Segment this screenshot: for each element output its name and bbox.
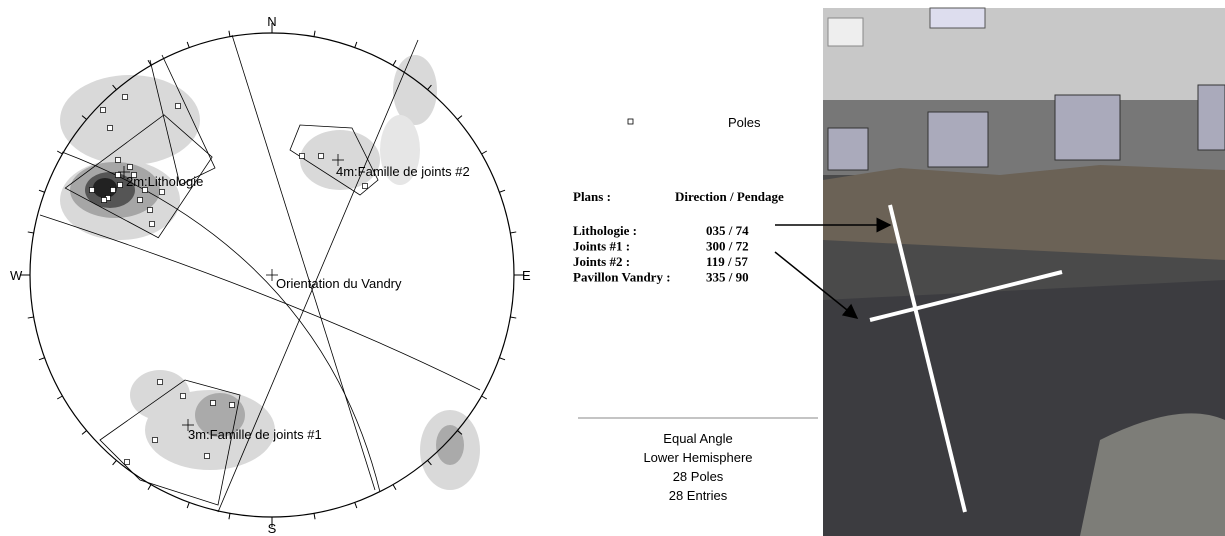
tick [481, 150, 488, 155]
legend-header: Plans : [573, 189, 611, 204]
tick [228, 30, 231, 37]
pole [147, 207, 153, 213]
pole [115, 157, 121, 163]
pole [122, 94, 128, 100]
tick [56, 395, 63, 400]
pole [159, 189, 165, 195]
tick [457, 430, 463, 435]
pole [89, 187, 95, 193]
tick [510, 316, 517, 319]
plane-label: Orientation du Vandry [276, 276, 402, 291]
legend-label: Poles [728, 115, 761, 130]
tick [313, 513, 316, 520]
tick [112, 84, 117, 90]
pole [149, 221, 155, 227]
legend-row-label: Pavillon Vandry : [573, 270, 671, 285]
compass-e: E [522, 268, 531, 283]
tick [38, 357, 45, 361]
poles [89, 94, 368, 465]
pole [229, 402, 235, 408]
legend-row-value: 300 / 72 [706, 239, 749, 254]
tick [186, 41, 190, 48]
pole [117, 182, 123, 188]
pole [110, 187, 116, 193]
compass-n: N [267, 14, 276, 29]
tick [81, 430, 87, 435]
pole [131, 172, 137, 178]
plane-label: 3m:Famille de joints #1 [188, 427, 322, 442]
tick [81, 115, 87, 120]
legend-row-label: Lithologie : [573, 223, 637, 238]
pole [107, 125, 113, 131]
tick [313, 30, 316, 37]
pole [127, 164, 133, 170]
footer-line: Lower Hemisphere [643, 450, 752, 465]
tick [38, 189, 45, 193]
tick [354, 502, 358, 509]
tick [112, 460, 117, 466]
legend-row-label: Joints #1 : [573, 239, 630, 254]
plane-label: 4m:Famille de joints #2 [336, 164, 470, 179]
tick [392, 484, 397, 491]
pole [210, 400, 216, 406]
photo [823, 7, 1225, 536]
pole [115, 172, 121, 178]
tick [27, 316, 34, 319]
footer-line: 28 Entries [669, 488, 728, 503]
tick [228, 513, 231, 520]
tick [427, 84, 432, 90]
legend-row-value: 035 / 74 [706, 223, 749, 238]
ticks [20, 23, 524, 527]
pole [142, 187, 148, 193]
tick [499, 189, 506, 193]
tick [56, 150, 63, 155]
tick [186, 502, 190, 509]
tick [147, 484, 152, 491]
tick [354, 41, 358, 48]
pole [137, 197, 143, 203]
arrow [774, 251, 859, 319]
legend-row-label: Joints #2 : [573, 254, 630, 269]
tick [499, 357, 506, 361]
pole [101, 197, 107, 203]
pole [362, 183, 368, 189]
pole [180, 393, 186, 399]
tick [27, 231, 34, 234]
tick [147, 59, 152, 66]
pole [299, 153, 305, 159]
tick [427, 460, 432, 466]
compass-s: S [268, 521, 277, 536]
pole [157, 379, 163, 385]
tick [510, 231, 517, 234]
pole-symbol [627, 118, 634, 125]
footer-line: Equal Angle [663, 431, 732, 446]
legend-row-value: 335 / 90 [706, 270, 749, 285]
pole [152, 437, 158, 443]
pole [318, 153, 324, 159]
stereonet: N S E W 2m:Lithologie 4m:Famille de join… [10, 14, 531, 536]
tick [457, 115, 463, 120]
plane-label: 2m:Lithologie [126, 174, 203, 189]
pole [204, 453, 210, 459]
pole [124, 459, 130, 465]
legend-header: Direction / Pendage [675, 189, 784, 204]
compass-w: W [10, 268, 23, 283]
tick [481, 395, 488, 400]
contours [60, 55, 480, 490]
pole [175, 103, 181, 109]
footer-line: 28 Poles [673, 469, 724, 484]
legend: Poles Plans : Direction / Pendage Lithol… [573, 115, 818, 503]
legend-row-value: 119 / 57 [706, 254, 748, 269]
tick [392, 59, 397, 66]
pole [100, 107, 106, 113]
great-circles [39, 34, 481, 513]
